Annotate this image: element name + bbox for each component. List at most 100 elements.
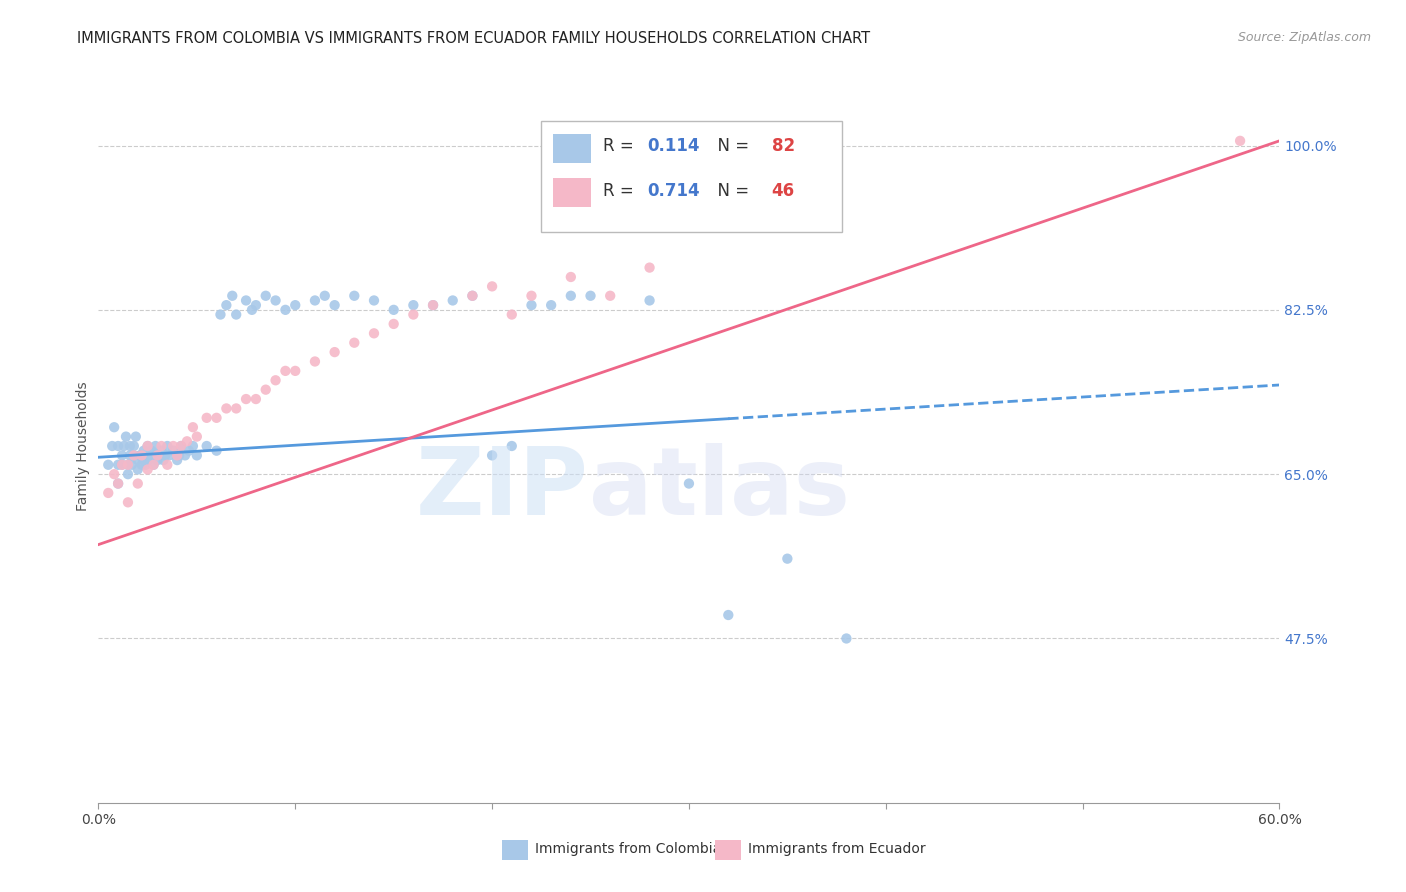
Point [205, 443, 228, 458]
Point [176, 434, 198, 449]
Point [111, 458, 134, 472]
Point [363, 326, 385, 341]
Point [235, 392, 257, 406]
Text: N =: N = [707, 137, 754, 155]
Point [274, 302, 297, 317]
Text: 46: 46 [772, 182, 794, 200]
FancyBboxPatch shape [553, 134, 591, 162]
Point [245, 392, 267, 406]
Point [264, 373, 287, 387]
Point [170, 439, 193, 453]
Point [422, 298, 444, 312]
Point [167, 449, 190, 463]
Point [103, 467, 125, 482]
Point [142, 458, 165, 472]
Point [136, 439, 159, 453]
Point [117, 458, 139, 472]
Point [363, 293, 385, 308]
Point [135, 458, 157, 472]
Point [343, 289, 366, 303]
Point [177, 443, 200, 458]
Point [97, 486, 120, 500]
Point [132, 453, 155, 467]
Point [145, 439, 167, 453]
Point [122, 449, 145, 463]
Y-axis label: Family Households: Family Households [76, 381, 90, 511]
Point [97, 458, 120, 472]
Point [382, 317, 405, 331]
Point [136, 453, 159, 467]
Point [136, 462, 159, 476]
Point [205, 410, 228, 425]
Point [107, 458, 129, 472]
Point [461, 289, 484, 303]
Point [127, 476, 149, 491]
Text: ZIP: ZIP [416, 442, 589, 535]
Point [155, 449, 177, 463]
Point [195, 410, 218, 425]
Point [146, 453, 169, 467]
Point [209, 308, 232, 322]
Point [402, 308, 425, 322]
Point [127, 462, 149, 476]
Point [107, 476, 129, 491]
Text: N =: N = [707, 182, 754, 200]
Point [323, 298, 346, 312]
Point [835, 632, 858, 646]
Point [599, 289, 621, 303]
Point [170, 439, 193, 453]
Point [382, 302, 405, 317]
Point [186, 449, 208, 463]
Text: R =: R = [603, 182, 638, 200]
Point [131, 449, 153, 463]
Point [215, 401, 238, 416]
Point [638, 260, 661, 275]
Point [107, 476, 129, 491]
Point [166, 453, 188, 467]
Point [245, 298, 267, 312]
Text: 82: 82 [772, 137, 794, 155]
Text: Source: ZipAtlas.com: Source: ZipAtlas.com [1237, 31, 1371, 45]
Text: Immigrants from Ecuador: Immigrants from Ecuador [748, 842, 925, 856]
Point [520, 298, 543, 312]
Point [274, 364, 297, 378]
Point [402, 298, 425, 312]
Point [152, 453, 174, 467]
Point [221, 289, 243, 303]
Point [225, 308, 247, 322]
Point [107, 439, 129, 453]
Point [117, 467, 139, 482]
Point [264, 293, 287, 308]
Point [166, 449, 188, 463]
FancyBboxPatch shape [553, 178, 591, 207]
Point [776, 551, 799, 566]
Point [117, 458, 139, 472]
Point [240, 302, 263, 317]
Point [481, 449, 503, 463]
FancyBboxPatch shape [541, 121, 842, 232]
Point [501, 308, 523, 322]
Point [678, 476, 700, 491]
Point [118, 439, 141, 453]
Point [717, 607, 740, 622]
Point [1229, 134, 1251, 148]
Point [343, 335, 366, 350]
Point [638, 293, 661, 308]
Point [314, 289, 336, 303]
Point [441, 293, 464, 308]
Point [103, 420, 125, 434]
Point [186, 429, 208, 443]
Point [127, 453, 149, 467]
Point [118, 449, 141, 463]
Point [304, 293, 326, 308]
Point [174, 449, 197, 463]
Point [111, 458, 134, 472]
Text: Immigrants from Colombia: Immigrants from Colombia [536, 842, 721, 856]
Point [122, 439, 145, 453]
FancyBboxPatch shape [714, 840, 741, 860]
Point [560, 270, 582, 285]
Point [225, 401, 247, 416]
Point [148, 449, 170, 463]
Point [132, 443, 155, 458]
Point [125, 429, 148, 443]
